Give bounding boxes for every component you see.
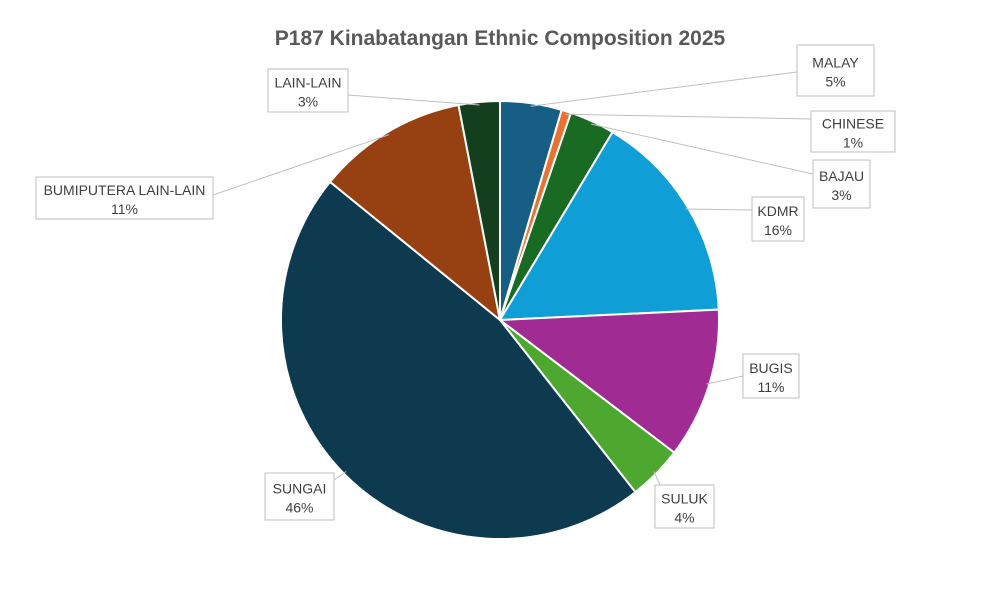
slice-name-label: SULUK — [661, 491, 708, 507]
leader-line-malay — [530, 71, 798, 107]
slice-name-label: BAJAU — [819, 168, 864, 184]
data-label-box — [35, 176, 214, 220]
data-label-bugis: BUGIS 11% — [742, 353, 800, 399]
slice-name-label: KDMR — [757, 203, 798, 219]
chart-title: P187 Kinabatangan Ethnic Composition 202… — [275, 27, 726, 50]
slice-name-label: CHINESE — [822, 116, 884, 132]
leader-line-chinese — [565, 113, 812, 120]
pie-slices — [279, 99, 720, 541]
data-label-malay: MALAY 5% — [796, 44, 875, 97]
data-label-box — [812, 159, 871, 209]
slice-percent-label: 11% — [758, 379, 785, 395]
data-label-sungai: SUNGAI 46% — [264, 472, 335, 521]
slice-name-label: LAIN-LAIN — [275, 75, 342, 91]
data-label-lain-lain: LAIN-LAIN 3% — [267, 68, 349, 113]
data-label-kdmr: KDMR 16% — [751, 196, 805, 242]
slice-percent-label: 5% — [825, 74, 845, 90]
slice-percent-label: 11% — [111, 201, 138, 217]
slice-bugis — [497, 308, 720, 455]
leader-line-bugis — [706, 375, 744, 385]
data-label-suluk: SULUK 4% — [654, 484, 715, 529]
data-label-box — [810, 110, 896, 153]
leader-line-bumiputera-lain-lain — [212, 134, 390, 196]
leader-lines — [212, 71, 814, 486]
slice-kdmr — [498, 130, 720, 322]
data-label-box — [654, 484, 715, 529]
leader-line-bajau — [590, 123, 814, 175]
data-label-chinese: CHINESE 1% — [810, 110, 896, 153]
data-label-bajau: BAJAU 3% — [812, 159, 871, 209]
slice-bumiputera-lain-lain — [328, 103, 502, 323]
data-label-box — [264, 472, 335, 521]
slice-percent-label: 3% — [831, 187, 851, 203]
data-labels: MALAY 5% CHINESE 1% BAJAU 3% KDMR 16% BUGIS 11% SU… — [35, 44, 896, 529]
slice-name-label: MALAY — [812, 55, 859, 71]
slice-name-label: SUNGAI — [273, 481, 327, 497]
leader-line-lain-lain — [347, 94, 480, 106]
leader-line-sungai — [333, 471, 347, 481]
leader-line-kdmr — [685, 208, 753, 211]
slice-percent-label: 46% — [285, 500, 313, 516]
slice-name-label: BUMIPUTERA LAIN-LAIN — [44, 182, 206, 198]
data-label-box — [742, 353, 800, 399]
slice-percent-label: 4% — [674, 510, 694, 526]
data-label-box — [751, 196, 805, 242]
slice-lain-lain — [457, 99, 501, 321]
leader-line-suluk — [653, 471, 661, 486]
slice-percent-label: 3% — [298, 94, 318, 110]
data-label-bumiputera-lain-lain: BUMIPUTERA LAIN-LAIN 11% — [35, 176, 214, 220]
data-label-box — [796, 44, 875, 97]
data-label-box — [267, 68, 349, 113]
slice-percent-label: 16% — [764, 222, 792, 238]
slice-percent-label: 1% — [843, 135, 863, 151]
slice-name-label: BUGIS — [749, 360, 793, 376]
